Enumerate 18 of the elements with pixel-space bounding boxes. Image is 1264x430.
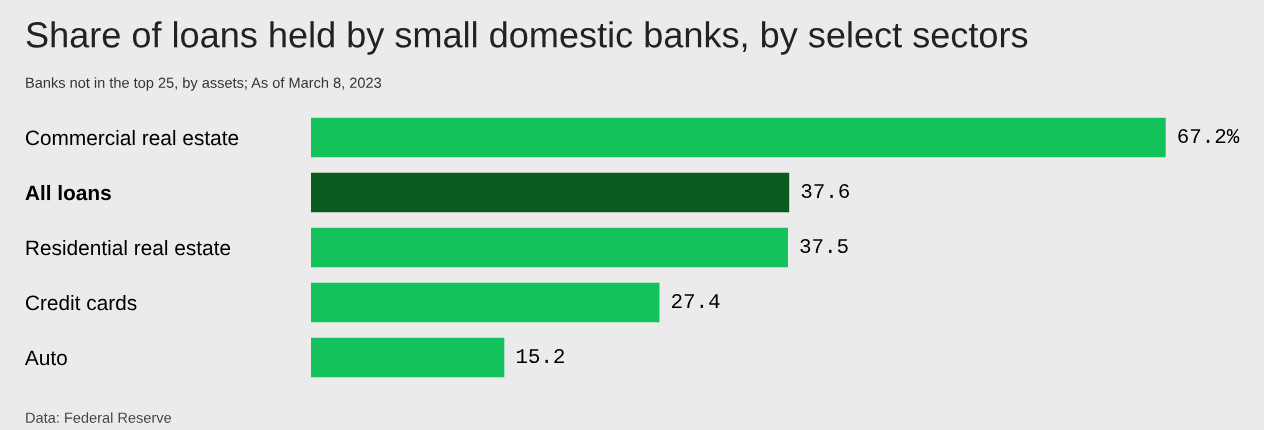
y-tick-label: Credit cards [25, 294, 137, 311]
data-label: 37.6 [801, 183, 849, 199]
data-label: 15.2 [516, 348, 564, 364]
data-label: 27.4 [672, 293, 720, 308]
bar [311, 117, 1166, 158]
chart-title: Share of loans held by small domestic banks, by select sectors [26, 21, 1028, 55]
y-tick-label: All loans [25, 184, 111, 201]
bar [311, 282, 660, 323]
bar [311, 227, 788, 268]
text: Data: Federal Reserve [26, 412, 172, 423]
data-label: 37.5 [800, 238, 848, 254]
y-tick-label: Commercial real estate [25, 129, 239, 146]
y-tick-label: Auto [24, 350, 67, 366]
data-label: 67.2% [1178, 128, 1240, 144]
y-tick-label: Residential real estate [26, 239, 231, 256]
bar [311, 337, 505, 378]
bar [311, 172, 790, 213]
chart-subtitle: Banks not in the top 25, by assets; As of March 8, 2023 [26, 77, 382, 91]
